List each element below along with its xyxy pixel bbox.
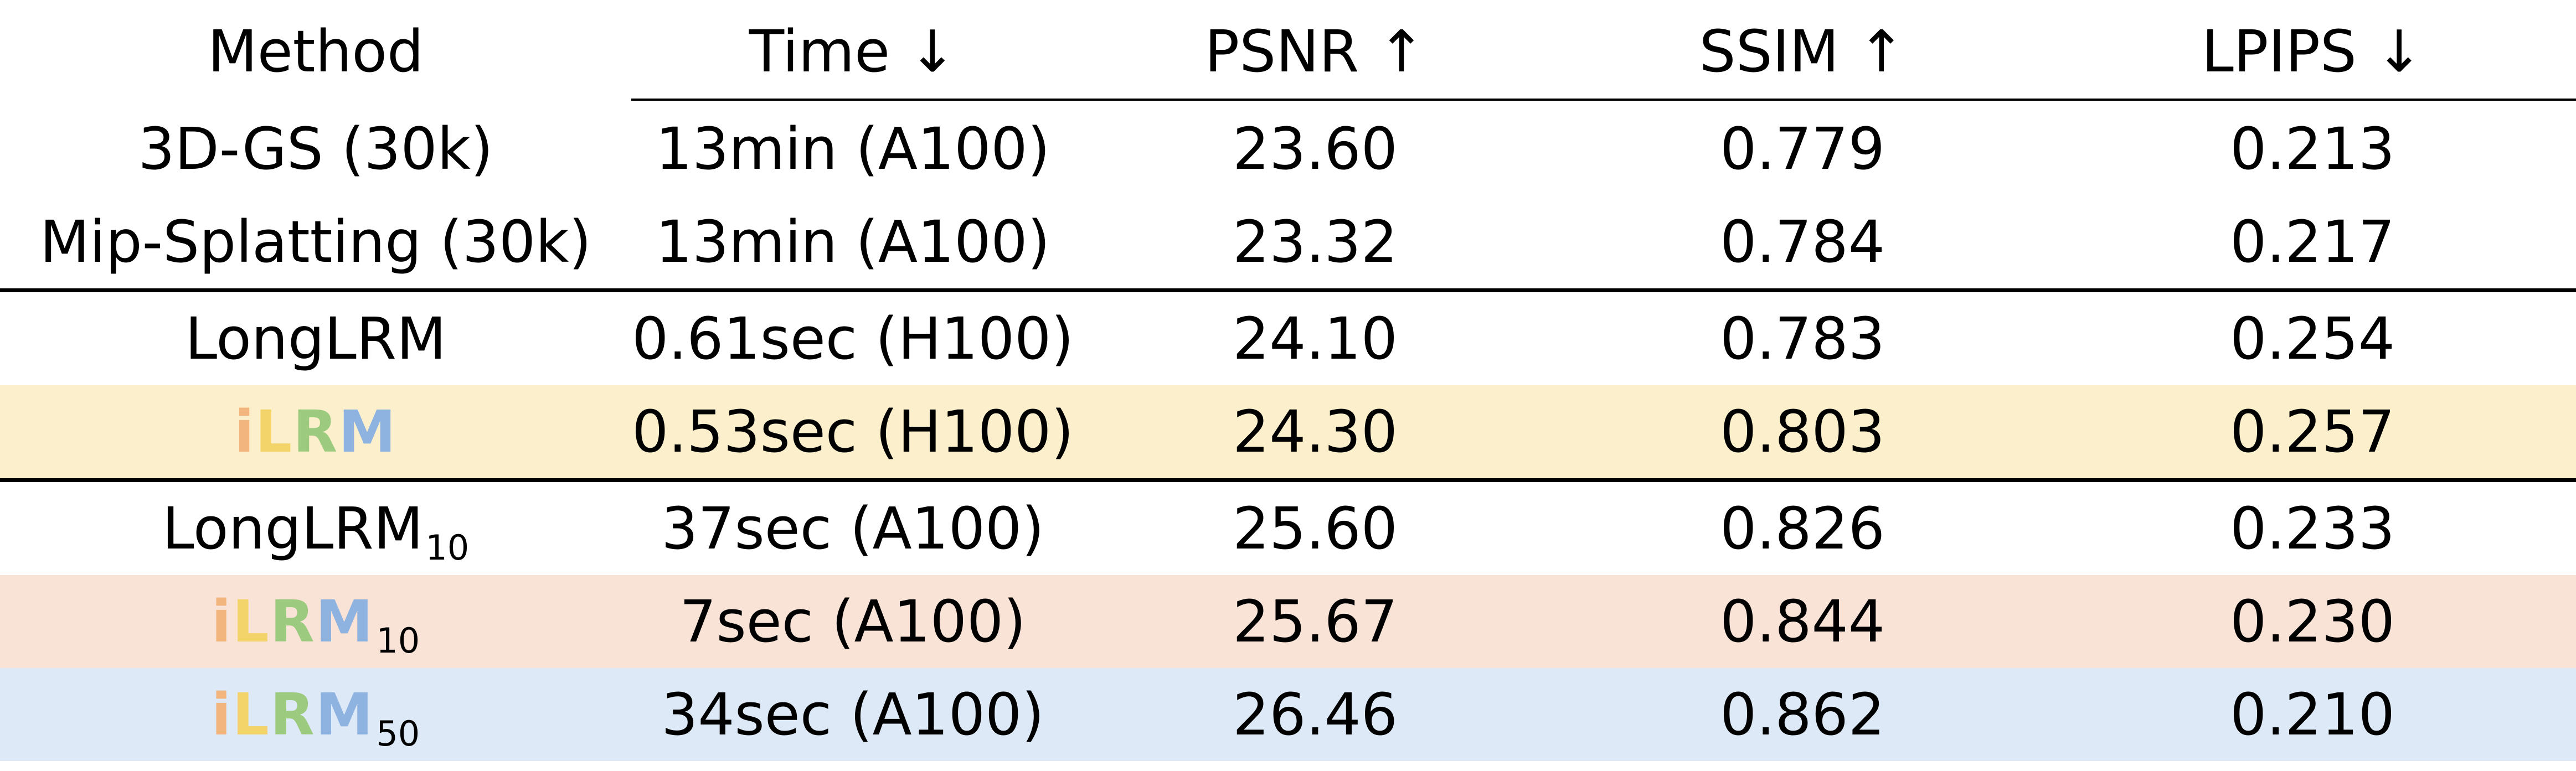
lpips-cell: 0.257 <box>2230 398 2395 465</box>
brand-letter: M <box>338 398 397 465</box>
ssim-cell: 0.779 <box>1720 115 1885 183</box>
time-cell: 13min (A100) <box>655 208 1050 276</box>
brand-letter: M <box>315 681 374 748</box>
brand-letter: R <box>270 681 316 748</box>
brand-letter: R <box>270 588 316 655</box>
ilrm-brand: iLRM <box>212 681 374 748</box>
ilrm-brand: iLRM <box>234 398 397 465</box>
brand-letter: L <box>232 681 270 748</box>
header-row: Method Time ↓ PSNR ↑ SSIM ↑ LPIPS ↓ <box>0 0 2576 102</box>
time-cell: 7sec (A100) <box>679 588 1026 655</box>
brand-letter: M <box>315 588 374 655</box>
brand-letter: L <box>255 398 293 465</box>
method-subscript: 10 <box>425 527 470 568</box>
header-rule <box>631 99 2576 101</box>
lpips-cell: 0.210 <box>2230 681 2395 748</box>
ssim-cell: 0.844 <box>1720 588 1885 655</box>
ilrm-brand: iLRM <box>212 588 374 655</box>
psnr-cell: 24.10 <box>1233 305 1398 372</box>
method-cell: LongLRM 10 <box>0 495 631 568</box>
table-row: Mip-Splatting (30k) 13min (A100) 23.32 0… <box>0 195 2576 288</box>
brand-letter: i <box>234 398 255 465</box>
table-row-highlight: iLRM 50 34sec (A100) 26.46 0.862 0.210 <box>0 668 2576 761</box>
brand-letter: i <box>211 681 233 748</box>
time-cell: 34sec (A100) <box>661 681 1044 748</box>
method-cell: iLRM 10 <box>0 588 631 661</box>
ssim-cell: 0.826 <box>1720 495 1885 562</box>
ssim-cell: 0.803 <box>1720 398 1885 465</box>
method-cell: Mip-Splatting (30k) <box>40 208 591 276</box>
time-cell: 0.53sec (H100) <box>632 398 1074 465</box>
ssim-cell: 0.784 <box>1720 208 1885 276</box>
psnr-cell: 25.67 <box>1233 588 1398 655</box>
header-time: Time ↓ <box>749 17 957 85</box>
table-row-highlight: iLRM 10 7sec (A100) 25.67 0.844 0.230 <box>0 575 2576 668</box>
method-subscript: 10 <box>376 620 420 661</box>
table-row: 3D-GS (30k) 13min (A100) 23.60 0.779 0.2… <box>0 102 2576 195</box>
psnr-cell: 23.60 <box>1233 115 1398 183</box>
psnr-cell: 24.30 <box>1233 398 1398 465</box>
ssim-cell: 0.783 <box>1720 305 1885 372</box>
method-subscript: 50 <box>376 713 420 754</box>
method-cell: LongLRM <box>185 305 446 372</box>
table-row: LongLRM 10 37sec (A100) 25.60 0.826 0.233 <box>0 482 2576 575</box>
lpips-cell: 0.254 <box>2230 305 2395 372</box>
time-cell: 0.61sec (H100) <box>632 305 1074 372</box>
method-cell: iLRM <box>0 398 631 465</box>
psnr-cell: 23.32 <box>1233 208 1398 276</box>
brand-letter: i <box>211 588 233 655</box>
header-lpips: LPIPS ↓ <box>2201 17 2424 85</box>
time-cell: 37sec (A100) <box>661 495 1044 562</box>
header-ssim: SSIM ↑ <box>1699 17 1906 85</box>
method-cell: iLRM 50 <box>0 681 631 754</box>
psnr-cell: 25.60 <box>1233 495 1398 562</box>
group-rule <box>0 478 2576 482</box>
group-rule <box>0 288 2576 292</box>
lpips-cell: 0.217 <box>2230 208 2395 276</box>
lpips-cell: 0.213 <box>2230 115 2395 183</box>
psnr-cell: 26.46 <box>1233 681 1398 748</box>
table-row-highlight: iLRM 0.53sec (H100) 24.30 0.803 0.257 <box>0 385 2576 478</box>
lpips-cell: 0.230 <box>2230 588 2395 655</box>
brand-letter: L <box>232 588 270 655</box>
lpips-cell: 0.233 <box>2230 495 2395 562</box>
header-method: Method <box>207 17 424 85</box>
brand-letter: R <box>293 398 339 465</box>
header-psnr: PSNR ↑ <box>1204 17 1426 85</box>
table-row: LongLRM 0.61sec (H100) 24.10 0.783 0.254 <box>0 292 2576 385</box>
time-cell: 13min (A100) <box>655 115 1050 183</box>
method-name: LongLRM <box>162 495 424 562</box>
method-cell: 3D-GS (30k) <box>138 115 493 183</box>
ssim-cell: 0.862 <box>1720 681 1885 748</box>
